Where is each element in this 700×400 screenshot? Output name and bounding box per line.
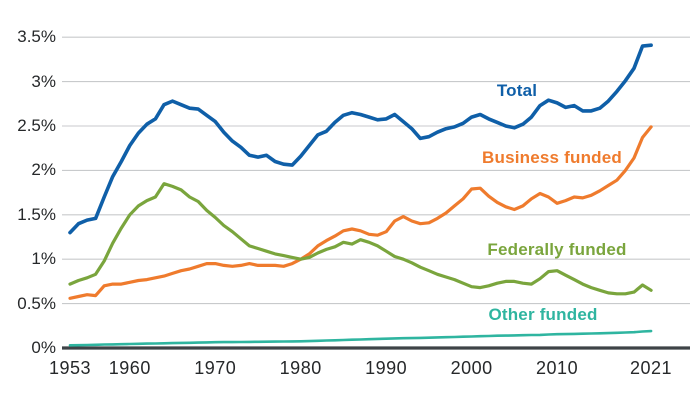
line-business xyxy=(68,125,653,300)
x-axis-tick-label: 2010 xyxy=(536,358,579,378)
x-axis-tick-label: 1980 xyxy=(279,358,322,378)
x-axis-tick-label: 1960 xyxy=(108,358,151,378)
x-axis-tick-label: 2021 xyxy=(630,358,673,378)
series-label-total: Total xyxy=(496,81,538,100)
x-axis-tick-label: 1990 xyxy=(365,358,408,378)
y-axis-tick-label: 3.5% xyxy=(17,27,56,47)
y-axis-tick-label: 1% xyxy=(31,249,56,269)
x-axis-tick-label: 1970 xyxy=(194,358,237,378)
x-axis-tick-label: 2000 xyxy=(450,358,493,378)
line-total xyxy=(68,43,653,235)
series-label-other: Other funded xyxy=(488,305,598,324)
series-label-business: Business funded xyxy=(482,148,622,167)
y-axis-tick-label: 2.5% xyxy=(17,116,56,135)
y-axis-tick-label: 2% xyxy=(31,160,56,180)
line-federal xyxy=(68,182,653,296)
line-other xyxy=(68,329,653,347)
series-label-federal: Federally funded xyxy=(487,240,627,259)
y-axis-tick-label: 3% xyxy=(31,71,56,91)
y-axis-tick-label: 0% xyxy=(31,338,56,357)
y-axis-tick-label: 1.5% xyxy=(17,204,56,224)
y-axis-tick-label: 0.5% xyxy=(17,293,56,313)
x-axis-tick-label: 1953 xyxy=(48,358,92,378)
